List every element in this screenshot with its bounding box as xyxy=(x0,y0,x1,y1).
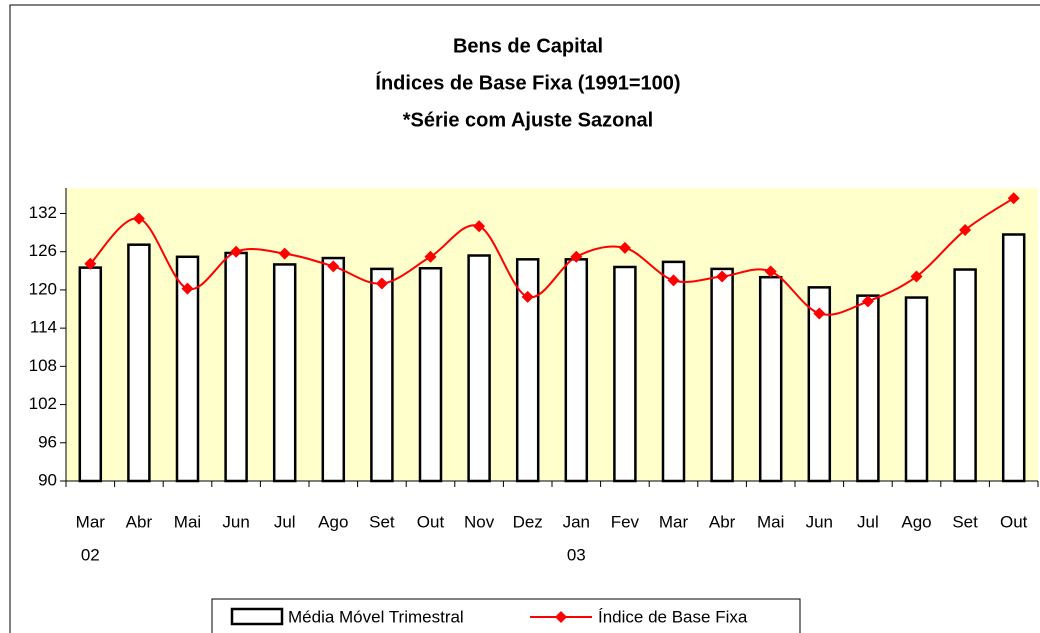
bar xyxy=(807,286,832,483)
x-tick-label: Jun xyxy=(806,512,833,531)
marker xyxy=(618,241,631,254)
bar xyxy=(953,268,977,483)
bar xyxy=(175,255,200,483)
bar xyxy=(418,267,443,483)
bar xyxy=(613,265,637,483)
bar xyxy=(127,243,151,483)
x-tick-year: 03 xyxy=(567,545,586,564)
x-tick-label: Abr xyxy=(709,512,736,531)
bar xyxy=(1001,233,1026,483)
marker xyxy=(813,307,826,320)
bar xyxy=(467,254,491,483)
marker xyxy=(959,224,972,237)
x-tick-label: Jan xyxy=(563,512,590,531)
chart-subtitle: *Série com Ajuste Sazonal xyxy=(403,109,653,131)
bar xyxy=(661,260,686,483)
bar xyxy=(710,267,734,483)
x-tick-label: Mar xyxy=(76,512,106,531)
marker xyxy=(764,265,777,278)
chart-title: Bens de Capital xyxy=(453,35,603,57)
x-tick-label: Ago xyxy=(901,512,931,531)
x-tick-label: Mai xyxy=(174,512,201,531)
marker xyxy=(375,277,388,290)
y-tick-label: 126 xyxy=(29,241,57,260)
chart-subtitle: Índices de Base Fixa (1991=100) xyxy=(375,71,680,94)
bar xyxy=(224,251,248,483)
x-tick-label: Dez xyxy=(513,512,543,531)
x-tick-label: Ago xyxy=(318,512,348,531)
y-tick-label: 120 xyxy=(29,279,57,298)
x-tick-label: Abr xyxy=(126,512,153,531)
marker xyxy=(278,247,291,260)
bar xyxy=(321,256,346,483)
bar xyxy=(564,258,589,483)
y-tick-label: 90 xyxy=(38,470,57,489)
marker xyxy=(1007,192,1020,205)
marker xyxy=(910,270,923,283)
x-tick-label: Mar xyxy=(659,512,689,531)
marker xyxy=(570,250,583,263)
bar xyxy=(272,263,297,483)
bar xyxy=(758,275,783,483)
legend-swatch xyxy=(230,607,284,626)
marker xyxy=(521,290,534,303)
bar xyxy=(370,267,394,483)
bar xyxy=(856,294,880,483)
marker xyxy=(327,260,340,273)
x-tick-year: 02 xyxy=(81,545,100,564)
legend-box xyxy=(211,598,801,633)
marker xyxy=(181,282,194,295)
x-tick-label: Mai xyxy=(757,512,784,531)
marker xyxy=(424,250,437,263)
legend-label: Média Móvel Trimestral xyxy=(288,607,464,626)
marker xyxy=(716,270,729,283)
x-tick-label: Out xyxy=(1000,512,1028,531)
y-tick-label: 96 xyxy=(38,432,57,451)
x-tick-label: Jul xyxy=(857,512,879,531)
marker xyxy=(861,295,874,308)
legend-marker xyxy=(555,611,567,623)
y-tick-label: 114 xyxy=(30,318,57,337)
x-tick-label: Out xyxy=(417,512,445,531)
plot-area xyxy=(66,188,1038,481)
y-tick-label: 102 xyxy=(29,394,57,413)
x-tick-label: Set xyxy=(369,512,395,531)
x-tick-label: Nov xyxy=(464,512,495,531)
bar xyxy=(515,258,540,483)
x-tick-label: Jul xyxy=(274,512,296,531)
y-tick-label: 132 xyxy=(29,203,57,222)
x-tick-label: Jun xyxy=(222,512,249,531)
x-tick-label: Fev xyxy=(611,512,640,531)
marker xyxy=(473,220,486,233)
x-tick-label: Set xyxy=(952,512,978,531)
legend-label: Índice de Base Fixa xyxy=(598,607,748,626)
y-tick-label: 108 xyxy=(29,356,57,375)
marker xyxy=(132,212,145,225)
bar xyxy=(904,296,929,483)
marker xyxy=(84,257,97,270)
marker xyxy=(230,245,243,258)
bar xyxy=(78,266,103,483)
marker xyxy=(667,274,680,287)
